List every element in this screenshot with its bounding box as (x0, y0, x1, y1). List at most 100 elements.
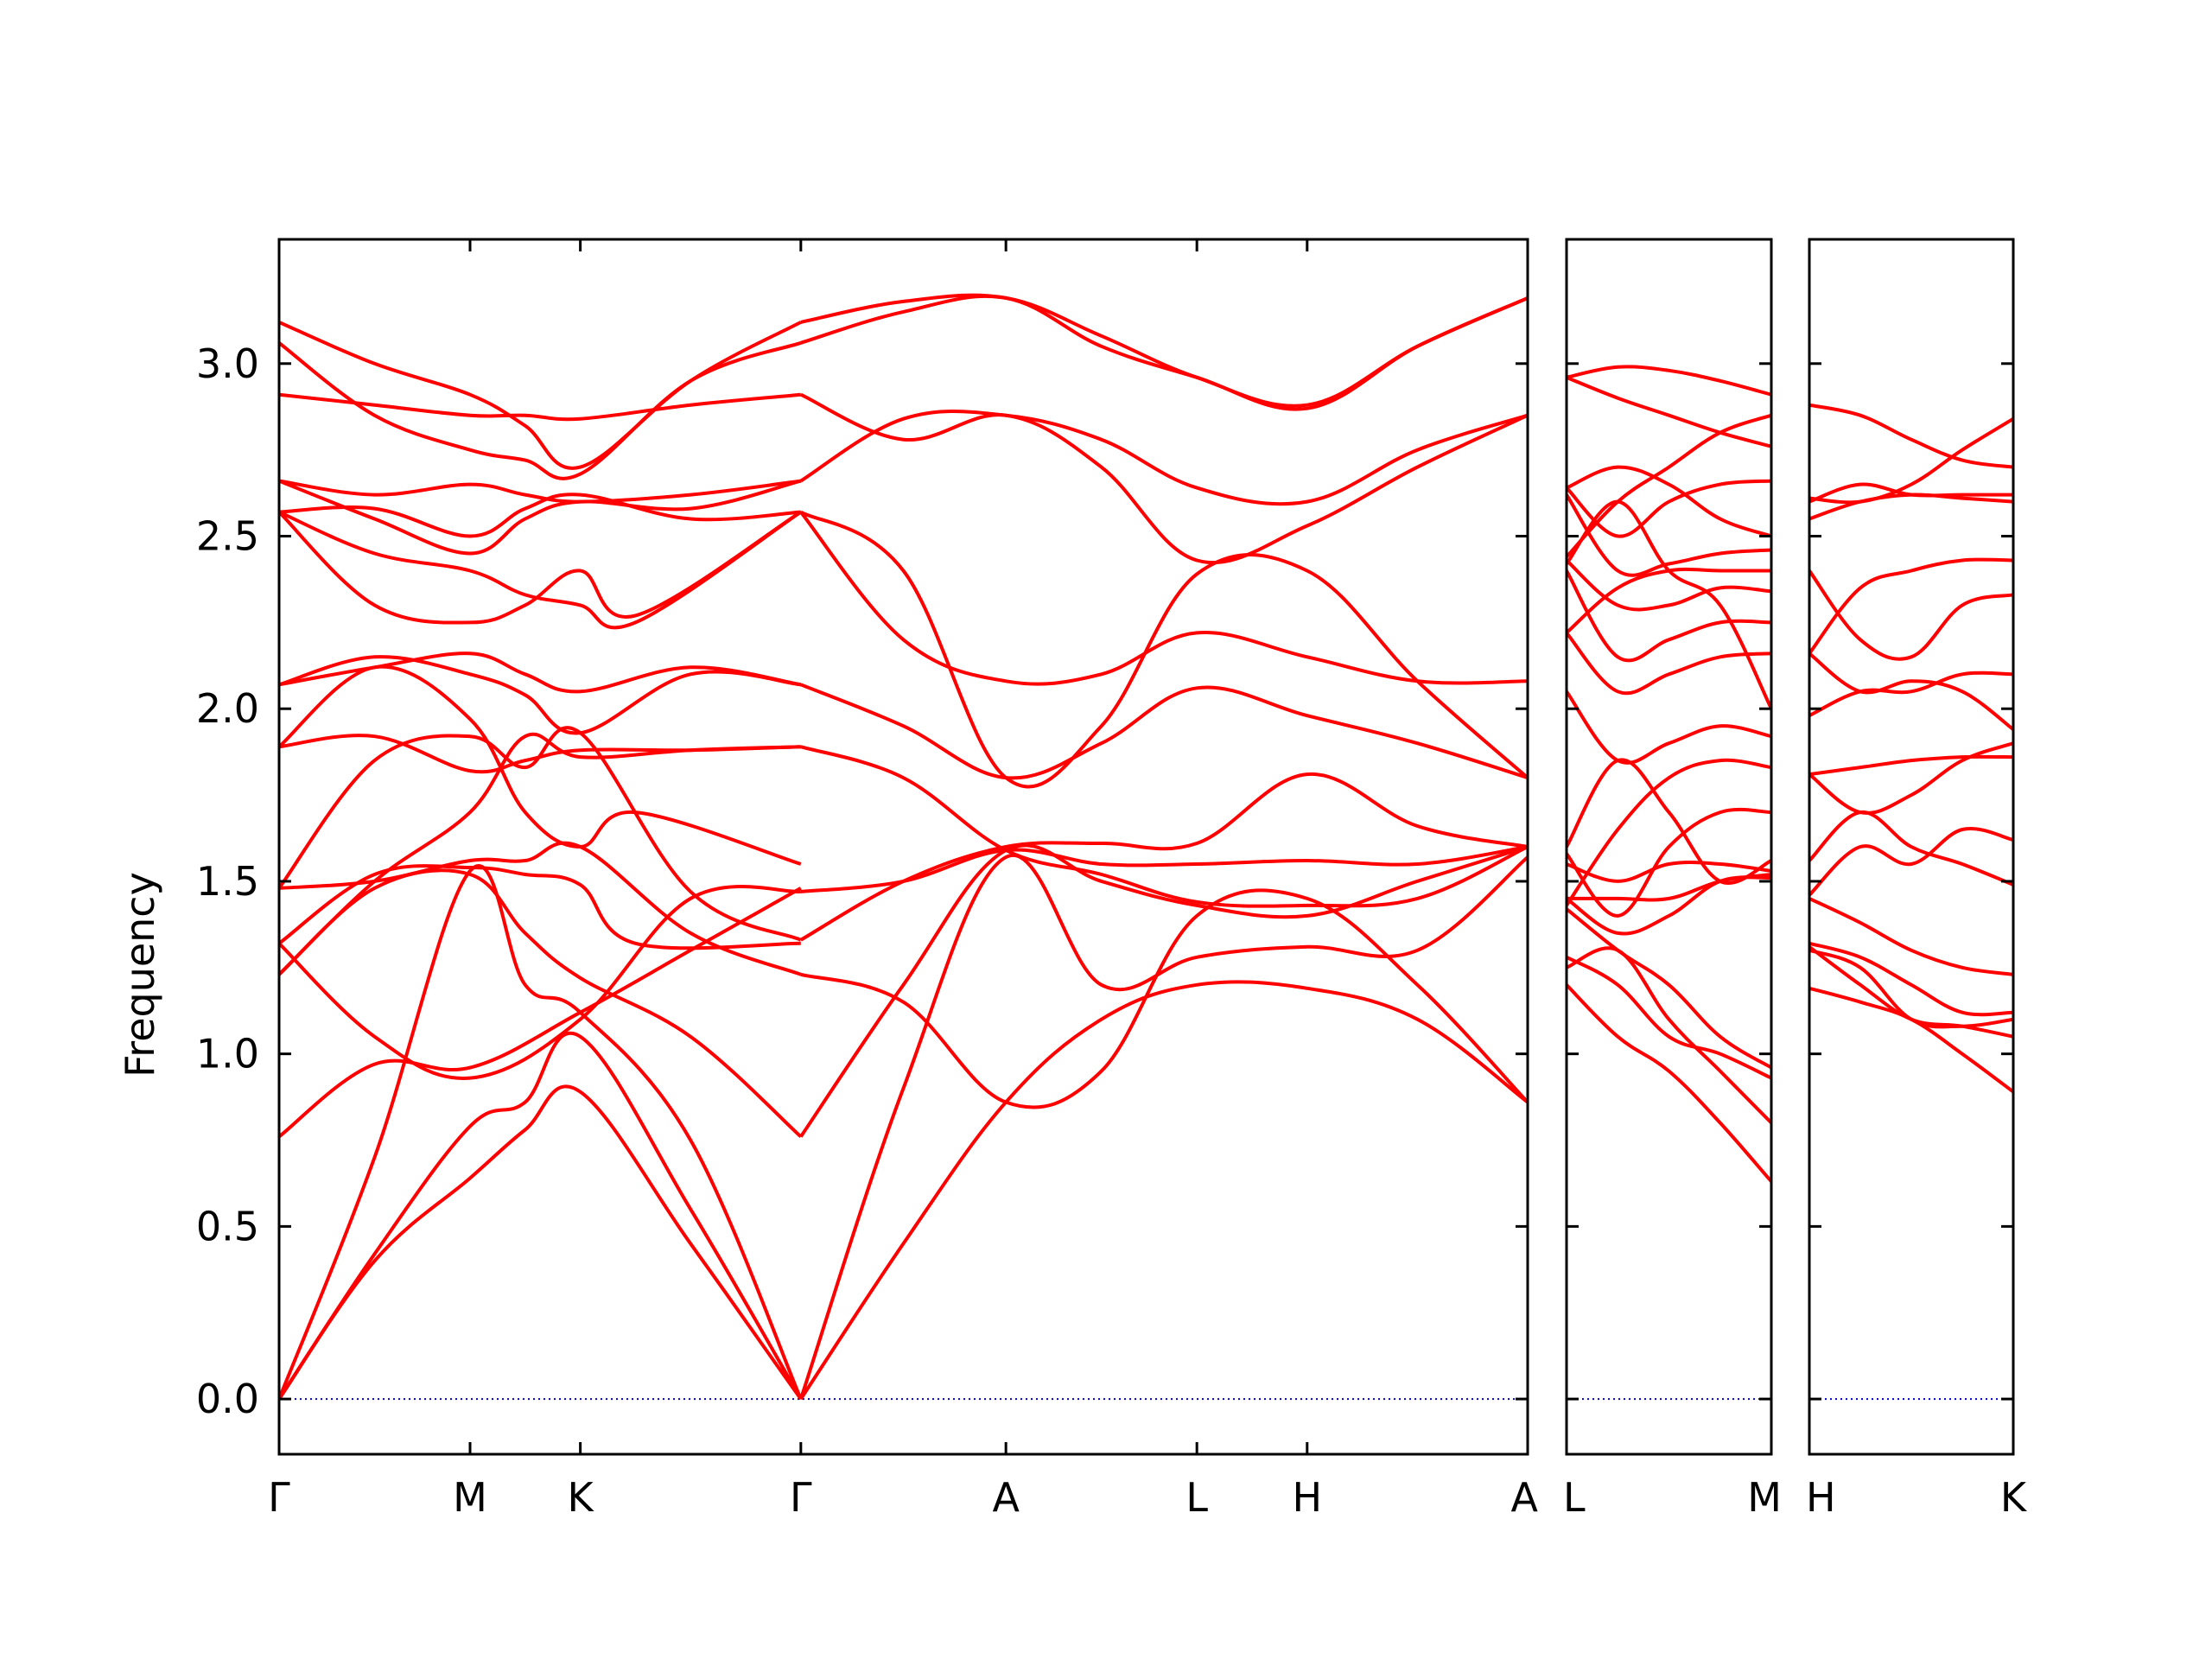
x-tick-label: M (453, 1474, 487, 1521)
phonon-band (279, 864, 803, 1400)
phonon-band (1567, 632, 1771, 696)
x-tick-label: A (992, 1474, 1020, 1521)
phonon-band (800, 293, 1528, 408)
x-tick-label: M (1747, 1474, 1782, 1521)
x-tick-label: K (568, 1474, 595, 1521)
phonon-band (1809, 941, 2013, 1017)
x-tick-label: Γ (268, 1474, 290, 1521)
band-lines (279, 293, 1528, 1401)
phonon-band (1567, 558, 1771, 612)
y-tick-label: 3.0 (196, 340, 259, 387)
phonon-band (1809, 493, 2013, 521)
phonon-band (800, 745, 1528, 908)
y-axis-label: Frequency (117, 872, 163, 1077)
phonon-band (1567, 465, 1771, 538)
phonon-band (279, 392, 801, 422)
phonon-band (279, 864, 801, 950)
phonon-band (279, 510, 802, 625)
band-lines (1567, 365, 1771, 1183)
phonon-band (279, 479, 802, 556)
y-tick-label: 2.0 (196, 685, 259, 732)
phonon-band (1567, 873, 1771, 902)
y-tick-label: 2.5 (196, 513, 259, 560)
x-tick-label: L (1563, 1474, 1586, 1521)
phonon-band (279, 479, 802, 504)
phonon-band (799, 980, 1528, 1401)
phonon-band (799, 392, 1528, 565)
phonon-band (1567, 758, 1771, 907)
phonon-band (1567, 690, 1771, 765)
y-tick-label: 0.0 (196, 1376, 259, 1422)
phonon-band (1567, 807, 1771, 918)
phonon-band (279, 868, 803, 1138)
phonon-band (1809, 826, 2013, 897)
phonon-band (799, 843, 1528, 1138)
x-tick-label: L (1185, 1474, 1208, 1521)
phonon-band (800, 683, 1528, 780)
phonon-band (1809, 986, 2013, 1094)
x-tick-label: Γ (790, 1474, 812, 1521)
band-lines (1809, 403, 2013, 1094)
phonon-band (798, 853, 1528, 1400)
phonon-band (1809, 810, 2013, 887)
phonon-band (1567, 569, 1771, 663)
phonon-band (1809, 897, 2013, 976)
y-tick-labels: 0.0 0.5 1.0 1.5 2.0 2.5 3.0 (196, 340, 259, 1422)
phonon-band (279, 887, 802, 1139)
phonon-band (279, 1032, 803, 1401)
phonon-band (1809, 416, 2013, 505)
phonon-band (279, 664, 802, 866)
phonon-band (279, 655, 802, 735)
phonon-band (1809, 754, 2013, 777)
phonon-band (1567, 861, 1771, 883)
phonon-band (1567, 493, 1771, 577)
x-tick-label: H (1292, 1474, 1322, 1521)
phonon-band (800, 294, 1528, 411)
y-tick-label: 1.5 (196, 858, 259, 905)
phonon-band (1809, 569, 2013, 661)
phonon-band (1809, 557, 2013, 655)
phonon-band (279, 321, 802, 470)
phonon-band (1567, 907, 1771, 1070)
phonon-band (800, 888, 1528, 1109)
phonon-band (1567, 946, 1771, 1124)
phonon-band (1567, 983, 1771, 1183)
phonon-band (1567, 956, 1771, 1080)
y-tick-label: 0.5 (196, 1203, 259, 1249)
phonon-band (1567, 365, 1771, 397)
y-tick-label: 1.0 (196, 1031, 259, 1077)
phonon-band (279, 734, 801, 774)
phonon-band (800, 845, 1528, 893)
phonon-band (1809, 403, 2013, 469)
phonon-band (279, 841, 802, 976)
phonon-band (1567, 875, 1771, 936)
phonon-band (279, 726, 802, 942)
phonon-band (279, 652, 802, 694)
phonon-band (1567, 375, 1771, 448)
phonon-band (1567, 413, 1771, 558)
x-tick-label: K (2000, 1474, 2028, 1521)
phonon-band (1809, 741, 2013, 815)
x-tick-label: A (1511, 1474, 1539, 1521)
phonon-band (1809, 948, 2013, 1029)
phonon-band (1809, 652, 2013, 731)
phonon-band (1567, 567, 1771, 634)
phonon-band (279, 493, 801, 538)
phonon-band (799, 409, 1528, 506)
phonon-band (279, 1084, 803, 1401)
phonon-band (799, 510, 1528, 789)
phonon-band (1809, 482, 2013, 504)
phonon-band (279, 510, 802, 630)
panel-frame (1808, 238, 2015, 1456)
phonon-band (1809, 671, 2013, 718)
panel-frame (1565, 238, 1773, 1456)
panel-frame (277, 238, 1529, 1456)
phonon-band (1567, 758, 1771, 885)
phonon-band (799, 772, 1528, 942)
x-tick-label: H (1806, 1474, 1836, 1521)
